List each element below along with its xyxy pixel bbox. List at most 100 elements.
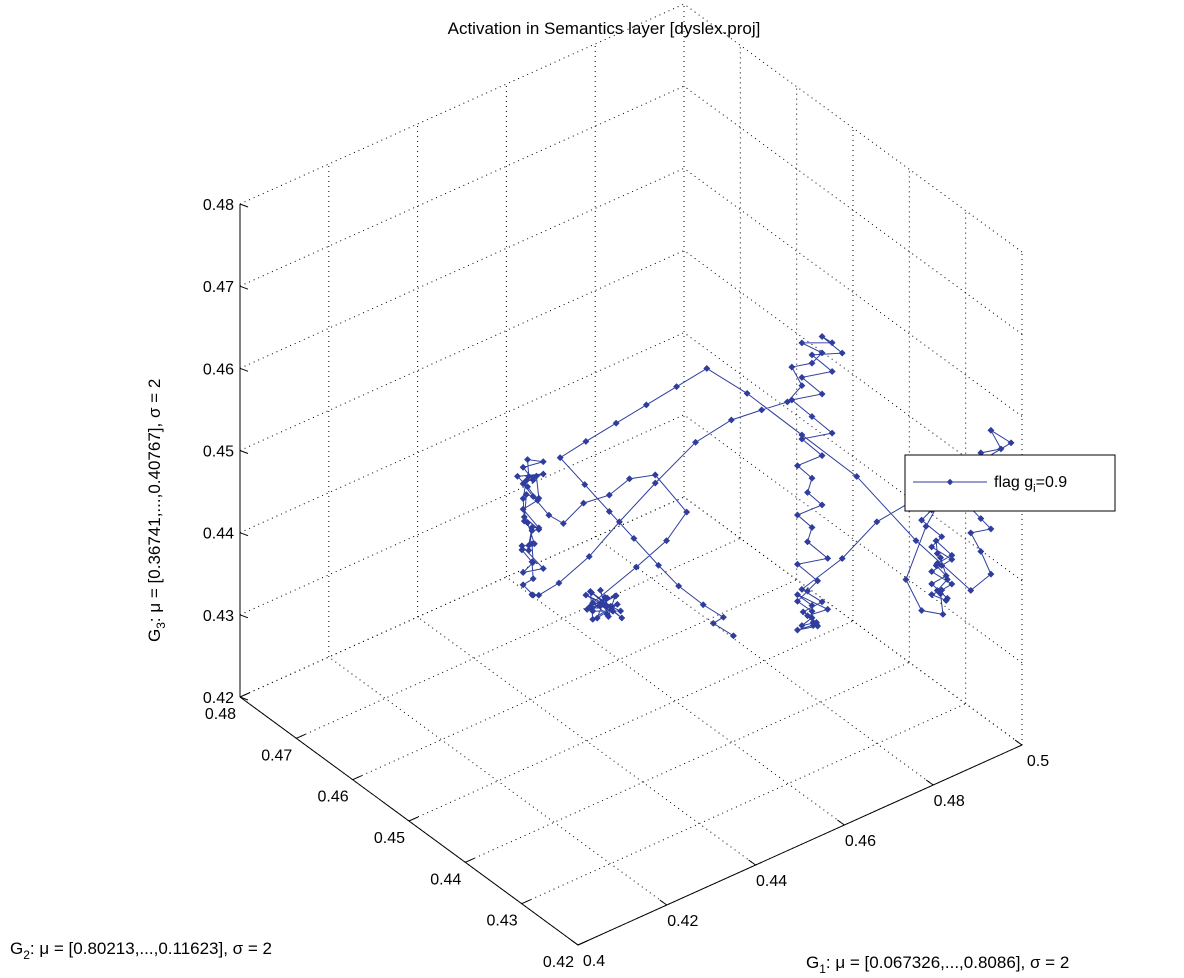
z-tick-label: 0.43 <box>203 608 234 625</box>
data-point <box>808 523 816 532</box>
data-point <box>793 597 802 605</box>
data-point <box>651 479 659 487</box>
data-point <box>673 383 681 391</box>
data-point <box>518 546 526 554</box>
legend-box <box>904 454 1116 512</box>
data-point <box>933 559 941 567</box>
data-point <box>853 472 861 481</box>
y-tick-label: 0.47 <box>261 747 292 764</box>
chart-title: Activation in Semantics layer [dyslex.pr… <box>448 19 761 38</box>
grid-line <box>239 3 685 205</box>
grid-line <box>417 616 756 866</box>
data-point <box>803 612 812 620</box>
data-point <box>579 499 588 507</box>
z-tick-mark <box>239 285 249 290</box>
grid-line <box>465 661 910 863</box>
x-tick-label: 0.44 <box>756 873 787 890</box>
data-point <box>675 582 683 590</box>
data-point <box>824 605 832 613</box>
data-point <box>519 581 527 589</box>
z-tick-mark <box>239 203 249 208</box>
grid-line <box>683 85 1023 335</box>
y-tick-mark <box>408 816 419 822</box>
data-point <box>812 618 820 626</box>
data-point <box>598 600 606 608</box>
data-point <box>529 575 537 583</box>
data-point <box>617 607 625 615</box>
data-point <box>539 470 547 478</box>
data-point <box>798 431 806 439</box>
data-point <box>522 490 530 499</box>
y-tick-label: 0.42 <box>543 954 574 971</box>
z-tick-label: 0.48 <box>203 197 234 214</box>
data-point <box>520 513 528 521</box>
x-tick-mark <box>1014 739 1023 746</box>
data-point <box>642 401 650 409</box>
data-point <box>798 585 806 593</box>
data-point <box>593 614 601 622</box>
data-point <box>535 591 543 599</box>
data-point <box>582 437 590 445</box>
data-point <box>918 606 926 615</box>
data-point <box>532 472 540 480</box>
legend-marker <box>946 478 954 486</box>
x-tick-label: 0.42 <box>667 913 698 930</box>
x-tick-mark <box>659 899 668 906</box>
data-point <box>808 614 816 622</box>
data-point <box>793 626 802 634</box>
data-point <box>625 475 634 483</box>
data-point <box>535 494 543 502</box>
axis-box <box>239 204 1023 946</box>
grid-line <box>521 703 966 905</box>
data-point <box>519 568 527 577</box>
data-point <box>818 598 826 606</box>
data-point <box>793 591 802 599</box>
y-axis-label: G2: μ = [0.80213,...,0.11623], σ = 2 <box>10 939 272 962</box>
grid-line <box>506 576 845 826</box>
data-point <box>828 429 836 437</box>
data-point <box>743 389 751 397</box>
data-point <box>528 558 536 566</box>
z-tick-mark <box>239 450 249 454</box>
y-tick-mark <box>352 775 362 781</box>
data-point <box>613 600 621 608</box>
data-point <box>948 551 956 559</box>
x-tick-mark <box>748 859 756 866</box>
data-point <box>559 519 567 528</box>
x-tick-label: 0.48 <box>934 793 965 810</box>
grid-line <box>683 414 1023 664</box>
data-point <box>814 577 822 585</box>
data-point <box>596 586 605 594</box>
data-point <box>535 525 543 534</box>
data-point <box>798 382 806 390</box>
data-point <box>703 364 711 372</box>
data-point <box>539 564 547 573</box>
data-point <box>523 456 532 464</box>
x-axis-line <box>577 744 1023 946</box>
grid-lines <box>239 3 1023 946</box>
data-point <box>838 554 846 563</box>
y-tick-mark <box>296 733 306 739</box>
y-tick-label: 0.44 <box>430 871 461 888</box>
data-point <box>928 580 936 588</box>
z-tick-mark <box>239 367 249 372</box>
z-tick-label: 0.47 <box>203 279 234 296</box>
data-point <box>586 587 594 595</box>
data-point <box>808 474 816 482</box>
data-point <box>618 614 626 622</box>
data-point <box>818 452 826 460</box>
data-point <box>519 494 527 503</box>
grid-line <box>239 167 685 369</box>
grid-line <box>408 620 854 822</box>
data-point <box>936 590 945 598</box>
data-point <box>873 518 881 526</box>
data-point <box>585 552 593 561</box>
data-point <box>818 332 826 341</box>
data-point <box>529 493 537 501</box>
data-point <box>602 603 610 611</box>
data-point <box>615 518 623 526</box>
data-point <box>936 554 945 562</box>
data-point <box>651 471 659 479</box>
data-point <box>520 517 528 525</box>
data-point <box>581 481 589 489</box>
